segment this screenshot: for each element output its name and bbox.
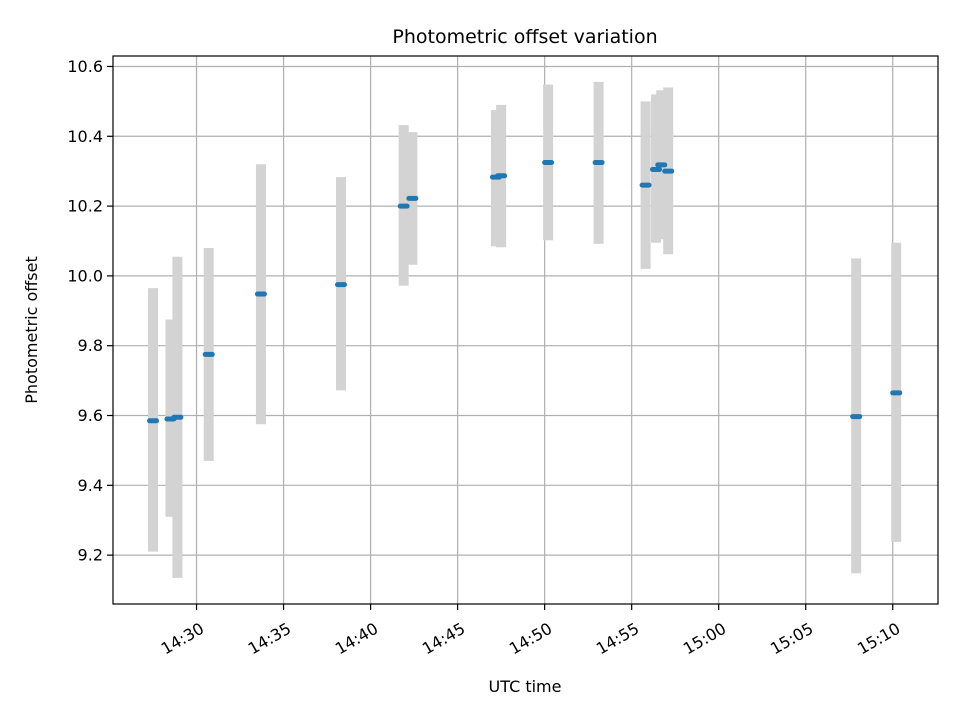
data-point [202, 351, 215, 357]
y-axis: 9.2 9.4 9.6 9.8 10.0 10.2 10.4 10.6 [67, 57, 113, 565]
data-point [254, 291, 267, 297]
data-point [650, 166, 663, 172]
data-point [662, 168, 675, 174]
y-tick-label: 10.2 [67, 197, 103, 216]
data-point [397, 203, 410, 209]
data-point [592, 159, 605, 165]
x-tick-label: 14:55 [593, 619, 642, 659]
x-tick-label: 14:35 [245, 619, 294, 659]
x-tick-label: 15:00 [680, 619, 729, 659]
data-point [171, 414, 184, 420]
grid [113, 56, 938, 604]
data-point [335, 282, 348, 288]
data-point [542, 159, 555, 165]
plot-frame [112, 55, 939, 605]
x-axis-title: UTC time [489, 677, 562, 696]
y-tick-label: 9.2 [78, 546, 103, 565]
y-tick-label: 9.4 [78, 476, 103, 495]
data-point [639, 182, 652, 188]
data-point [406, 195, 419, 201]
y-tick-label: 10.4 [67, 127, 103, 146]
y-tick-label: 9.8 [78, 336, 103, 355]
x-tick-label: 14:40 [332, 619, 381, 659]
data-point [495, 173, 508, 179]
data-point [850, 414, 863, 420]
x-axis: 14:30 14:35 14:40 14:45 14:50 14:55 15:00 15:05… [158, 604, 903, 659]
y-tick-label: 10.0 [67, 266, 103, 285]
data-point [890, 390, 903, 396]
x-tick-label: 14:30 [158, 619, 207, 659]
error-bars [148, 81, 902, 578]
x-tick-label: 14:45 [419, 619, 468, 659]
y-axis-title: Photometric offset [22, 256, 41, 404]
chart-title: Photometric offset variation [392, 26, 657, 48]
x-tick-label: 15:10 [854, 619, 903, 659]
x-tick-label: 15:05 [767, 619, 816, 659]
data-point [147, 418, 160, 424]
data-point [655, 162, 668, 168]
x-tick-label: 14:50 [506, 619, 555, 659]
y-tick-label: 9.6 [78, 406, 103, 425]
data-points [147, 159, 903, 424]
y-tick-label: 10.6 [67, 57, 103, 76]
